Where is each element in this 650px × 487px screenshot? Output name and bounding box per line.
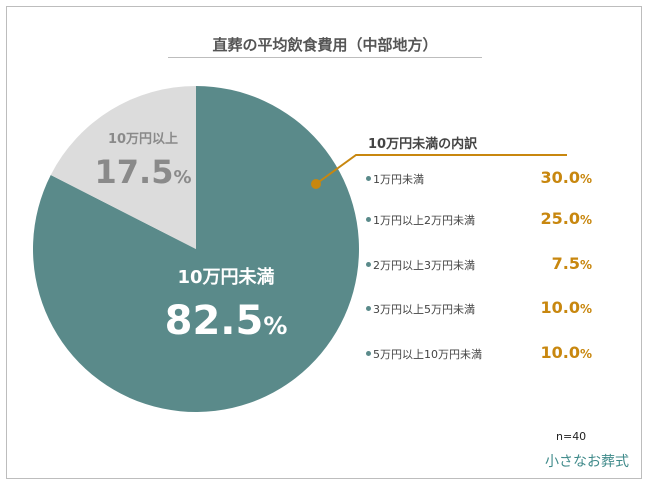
breakdown-row-1: 1万円未満 30.0% [366,168,592,190]
chart-frame [6,6,642,479]
breakdown-row-2: 1万円以上2万円未満 25.0% [366,209,592,231]
breakdown-row-5: 5万円以上10万円未満 10.0% [366,343,592,365]
slice-label-over-10man: 10万円以上 [108,132,178,147]
bullet-dot [366,217,371,222]
pie-slice-under-10man [32,86,359,412]
slice-label-under-10man: 10万円未満 [177,266,274,288]
bullet-dot [366,176,371,181]
title-underline [168,57,482,58]
bullet-dot [366,262,371,267]
breakdown-label: 2万円以上3万円未満 [373,259,475,272]
pie-slice-over-10man [50,85,197,249]
breakdown-value: 10.0% [540,343,592,362]
slice-percent-over-10man: 17.5% [95,153,192,191]
slice-percent-under-10man: 82.5% [165,298,288,344]
bullet-dot [366,351,371,356]
breakdown-label: 5万円以上10万円未満 [373,348,482,361]
breakdown-value: 7.5% [551,254,592,273]
breakdown-value: 25.0% [540,209,592,228]
sample-size: n=40 [556,430,587,443]
breakdown-leader-line [315,154,567,185]
breakdown-value: 30.0% [540,168,592,187]
breakdown-leader-dot [311,179,321,189]
bullet-dot [366,306,371,311]
brand-logo-text: 小さなお葬式 [545,454,629,470]
breakdown-label: 1万円以上2万円未満 [373,214,475,227]
breakdown-title: 10万円未満の内訳 [368,137,478,152]
breakdown-label: 1万円未満 [373,173,424,186]
breakdown-row-3: 2万円以上3万円未満 7.5% [366,254,592,276]
chart-title: 直葬の平均飲食費用（中部地方） [212,36,438,54]
breakdown-value: 10.0% [540,298,592,317]
breakdown-label: 3万円以上5万円未満 [373,303,475,316]
breakdown-row-4: 3万円以上5万円未満 10.0% [366,298,592,320]
